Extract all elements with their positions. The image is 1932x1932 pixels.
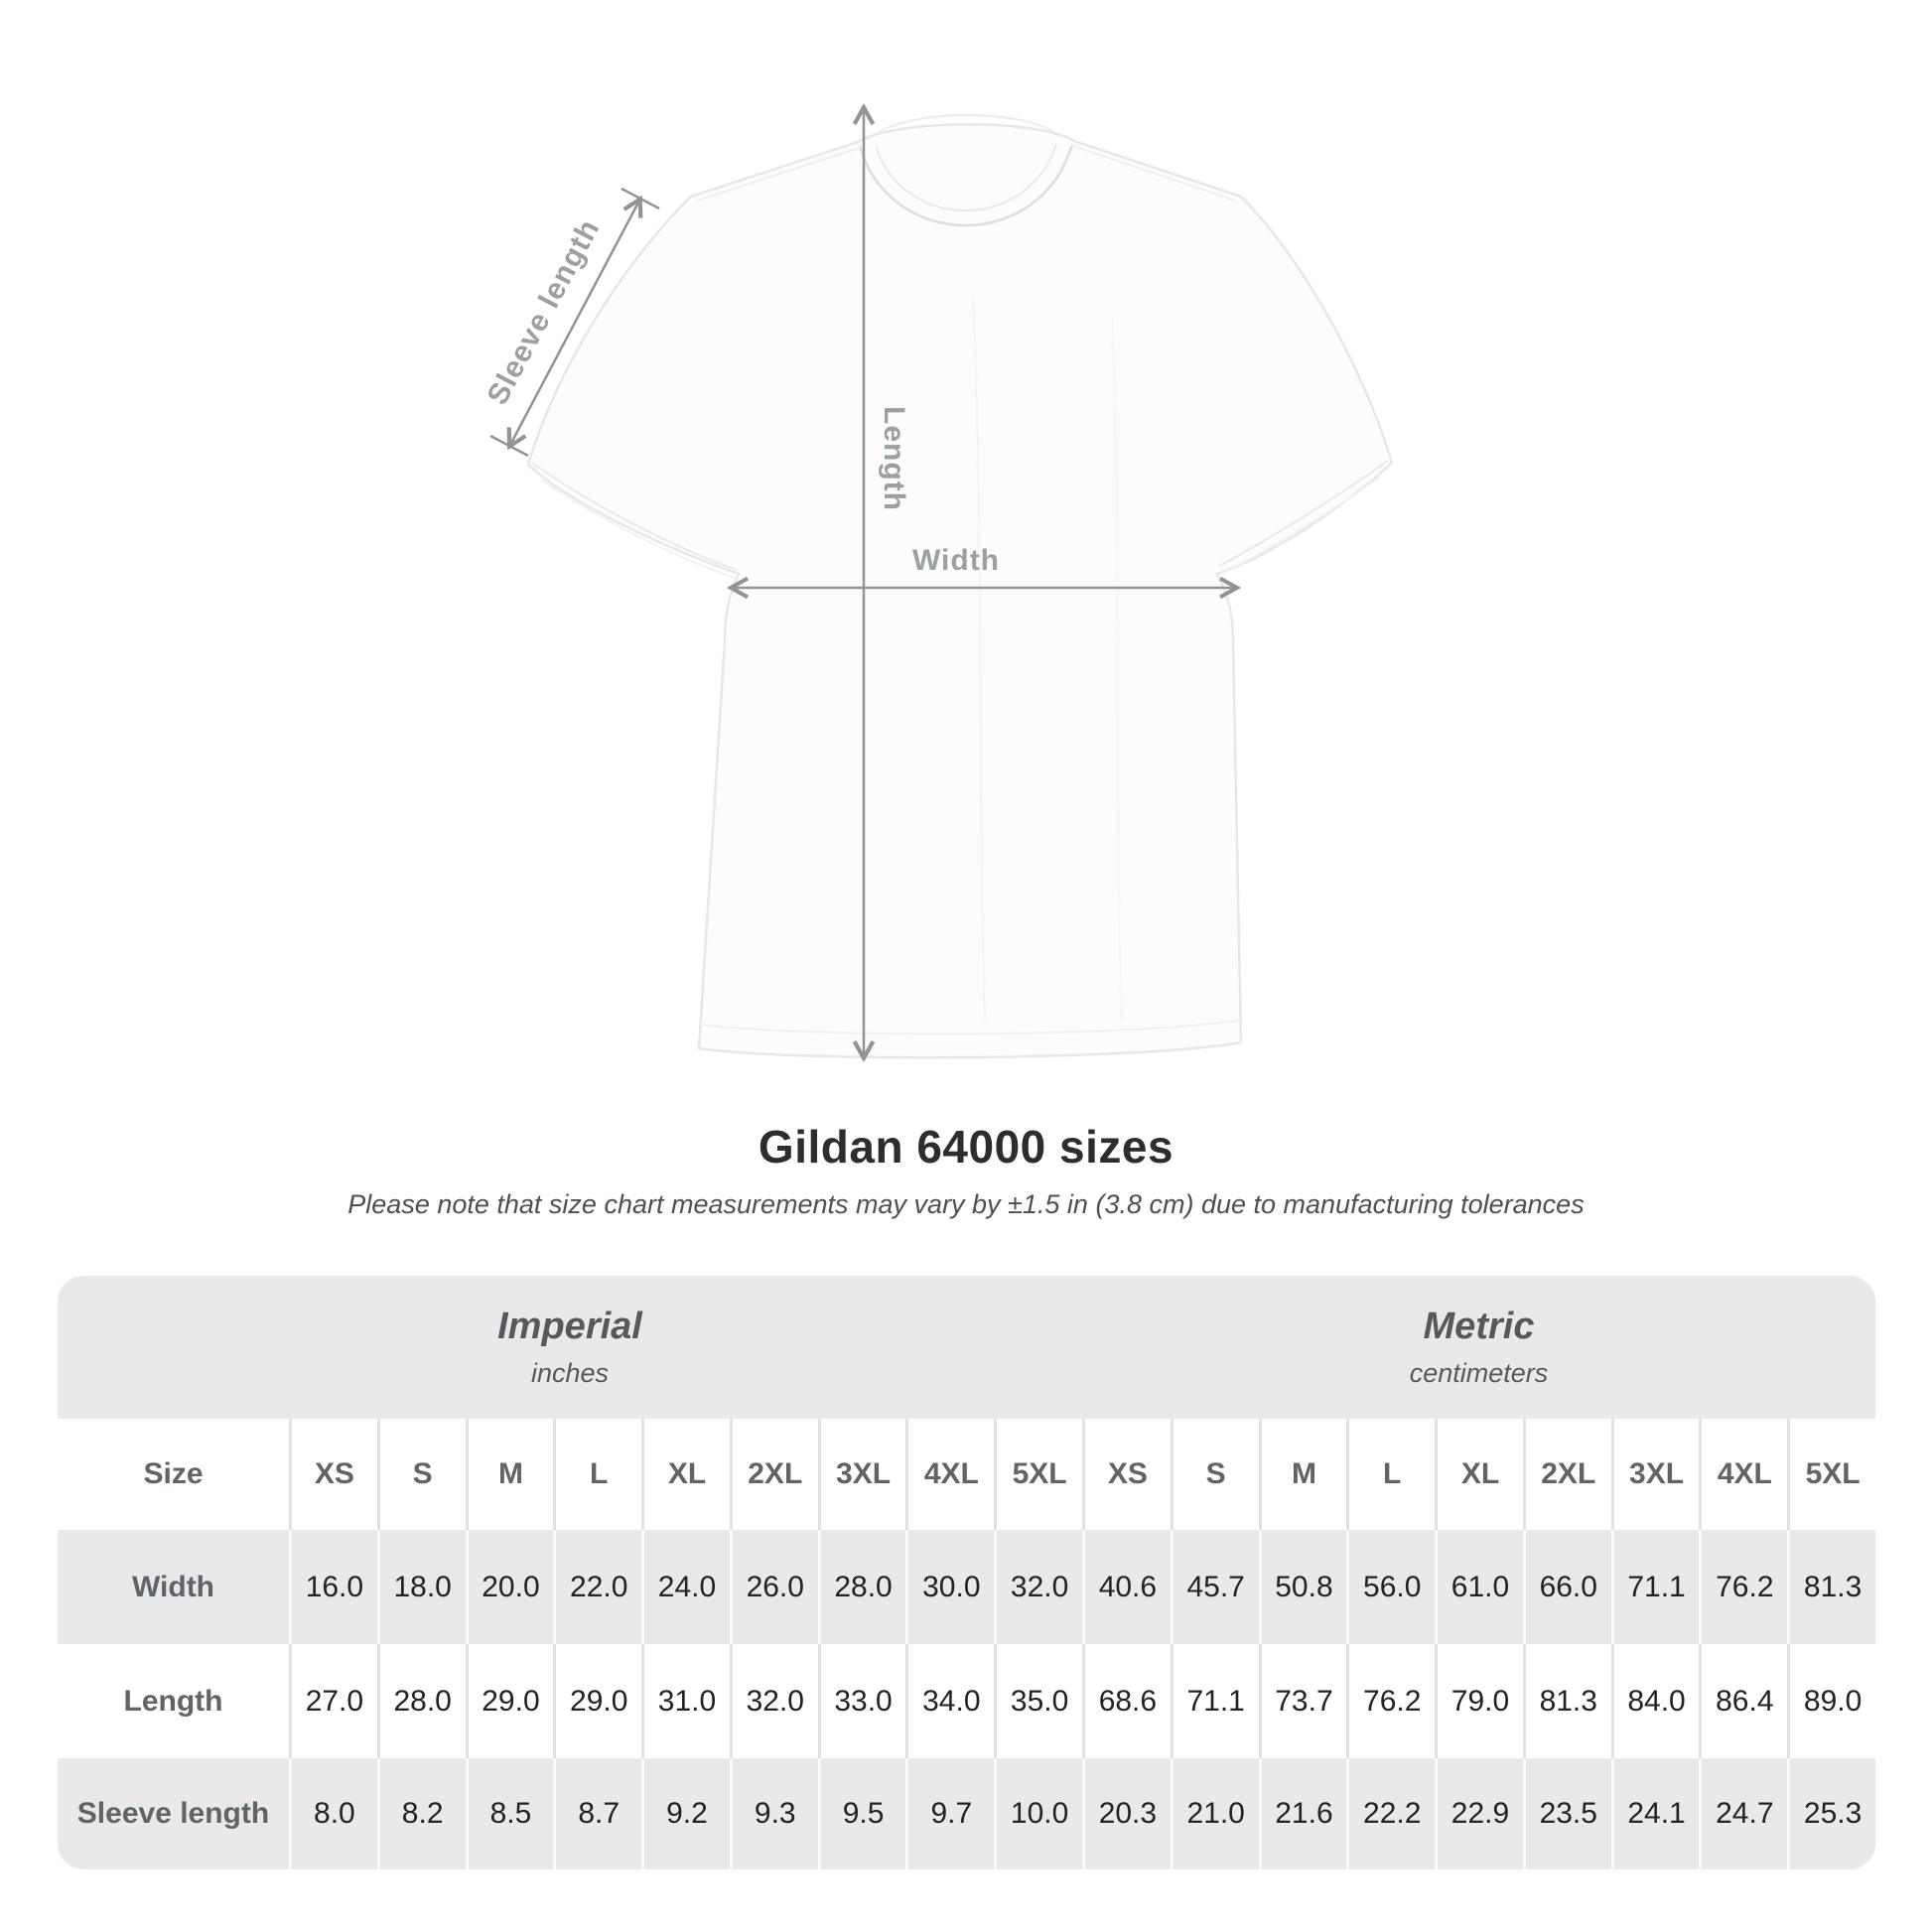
table-cell: 35.0 [997, 1644, 1082, 1758]
table-cell: L [556, 1419, 642, 1530]
table-cell: 81.3 [1790, 1530, 1875, 1644]
table-cell: 4XL [1702, 1419, 1788, 1530]
table-cell: 24.0 [644, 1530, 730, 1644]
title-block: Gildan 64000 sizes Please note that size… [0, 1120, 1932, 1220]
table-row-length: Length 27.0 28.0 29.0 29.0 31.0 32.0 33.0 34.0 3… [58, 1644, 1875, 1758]
page-subtitle: Please note that size chart measurements… [347, 1189, 1585, 1219]
table-cell: 4XL [908, 1419, 995, 1530]
table-cell: 2XL [1525, 1419, 1611, 1530]
table-row-sleeve-length: Sleeve length 8.0 8.2 8.5 8.7 9.2 9.3 9.5 9.7 10… [58, 1758, 1875, 1869]
table-cell: 31.0 [644, 1644, 730, 1758]
table-cell: 29.0 [468, 1644, 554, 1758]
table-cell: XS [292, 1419, 377, 1530]
table-cell: 3XL [820, 1419, 906, 1530]
metric-title: Metric [1423, 1306, 1535, 1347]
size-table: Imperial inches Metric centimeters Size … [58, 1276, 1875, 1869]
table-cell: 33.0 [820, 1644, 906, 1758]
width-dimension: Width [733, 544, 1235, 588]
table-cell: 28.0 [379, 1644, 466, 1758]
table-cell: 73.7 [1261, 1644, 1347, 1758]
table-cell: S [379, 1419, 466, 1530]
row-label-sleeve-length: Sleeve length [58, 1758, 289, 1869]
table-cell: 18.0 [379, 1530, 466, 1644]
table-cell: 29.0 [556, 1644, 642, 1758]
table-cell: 84.0 [1613, 1644, 1700, 1758]
table-cell: 8.2 [379, 1758, 466, 1869]
table-cell: M [1261, 1419, 1347, 1530]
table-cell: 9.7 [908, 1758, 995, 1869]
table-cell: 9.2 [644, 1758, 730, 1869]
tshirt-image [526, 113, 1394, 1059]
tshirt-measurement-diagram: Length Width Sleeve length [482, 0, 1394, 1117]
width-label: Width [912, 544, 1000, 577]
imperial-unit: inches [530, 1358, 610, 1388]
table-cell: 34.0 [908, 1644, 995, 1758]
table-cell: 5XL [1790, 1419, 1875, 1530]
table-cell: 9.3 [732, 1758, 818, 1869]
table-cell: 32.0 [732, 1644, 818, 1758]
table-cell: L [1349, 1419, 1436, 1530]
table-cell: 25.3 [1790, 1758, 1875, 1869]
table-cell: 66.0 [1525, 1530, 1611, 1644]
table-cell: 22.0 [556, 1530, 642, 1644]
table-cell: 16.0 [292, 1530, 377, 1644]
table-cell: 68.6 [1085, 1644, 1171, 1758]
table-cell: 40.6 [1085, 1530, 1171, 1644]
table-cell: 32.0 [997, 1530, 1082, 1644]
table-cell: 21.6 [1261, 1758, 1347, 1869]
table-cell: 89.0 [1790, 1644, 1875, 1758]
table-cell: 71.1 [1613, 1530, 1700, 1644]
table-cell: 8.5 [468, 1758, 554, 1869]
length-label: Length [878, 406, 910, 511]
table-cell: 10.0 [997, 1758, 1082, 1869]
table-cell: 76.2 [1702, 1530, 1788, 1644]
table-cell: XL [1438, 1419, 1523, 1530]
table-cell: 86.4 [1702, 1644, 1788, 1758]
page-title: Gildan 64000 sizes [758, 1121, 1174, 1173]
table-cell: 9.5 [820, 1758, 906, 1869]
table-cell: 3XL [1613, 1419, 1700, 1530]
table-cell: S [1173, 1419, 1259, 1530]
metric-section-header: Metric centimeters [1082, 1276, 1875, 1419]
table-cell: M [468, 1419, 554, 1530]
imperial-title: Imperial [497, 1306, 642, 1347]
table-cell: 27.0 [292, 1644, 377, 1758]
table-cell: 56.0 [1349, 1530, 1436, 1644]
table-cell: 71.1 [1173, 1644, 1259, 1758]
table-cell: 20.3 [1085, 1758, 1171, 1869]
table-cell: 22.2 [1349, 1758, 1436, 1869]
size-header-row: Size XS S M L XL 2XL 3XL 4XL 5XL XS S M L XL 2XL 3XL 4XL… [58, 1419, 1875, 1530]
row-label-length: Length [58, 1644, 289, 1758]
size-header-label: Size [58, 1419, 289, 1530]
table-cell: 8.0 [292, 1758, 377, 1869]
table-cell: 24.7 [1702, 1758, 1788, 1869]
table-cell: 5XL [997, 1419, 1082, 1530]
table-cell: 45.7 [1173, 1530, 1259, 1644]
table-cell: 20.0 [468, 1530, 554, 1644]
table-cell: 22.9 [1438, 1758, 1523, 1869]
table-cell: 21.0 [1173, 1758, 1259, 1869]
row-label-width: Width [58, 1530, 289, 1644]
table-cell: 81.3 [1525, 1644, 1611, 1758]
table-cell: 50.8 [1261, 1530, 1347, 1644]
table-cell: 76.2 [1349, 1644, 1436, 1758]
table-row-width: Width 16.0 18.0 20.0 22.0 24.0 26.0 28.0 30.0 32… [58, 1530, 1875, 1644]
table-cell: 8.7 [556, 1758, 642, 1869]
table-cell: 2XL [732, 1419, 818, 1530]
metric-unit: centimeters [1409, 1358, 1549, 1388]
table-cell: 26.0 [732, 1530, 818, 1644]
imperial-section-header: Imperial inches [58, 1276, 1082, 1419]
table-cell: 24.1 [1613, 1758, 1700, 1869]
table-cell: XL [644, 1419, 730, 1530]
unit-header-band: Imperial inches Metric centimeters [58, 1276, 1875, 1419]
table-cell: 79.0 [1438, 1644, 1523, 1758]
table-cell: 61.0 [1438, 1530, 1523, 1644]
table-cell: 28.0 [820, 1530, 906, 1644]
table-cell: 23.5 [1525, 1758, 1611, 1869]
table-cell: XS [1085, 1419, 1171, 1530]
table-cell: 30.0 [908, 1530, 995, 1644]
